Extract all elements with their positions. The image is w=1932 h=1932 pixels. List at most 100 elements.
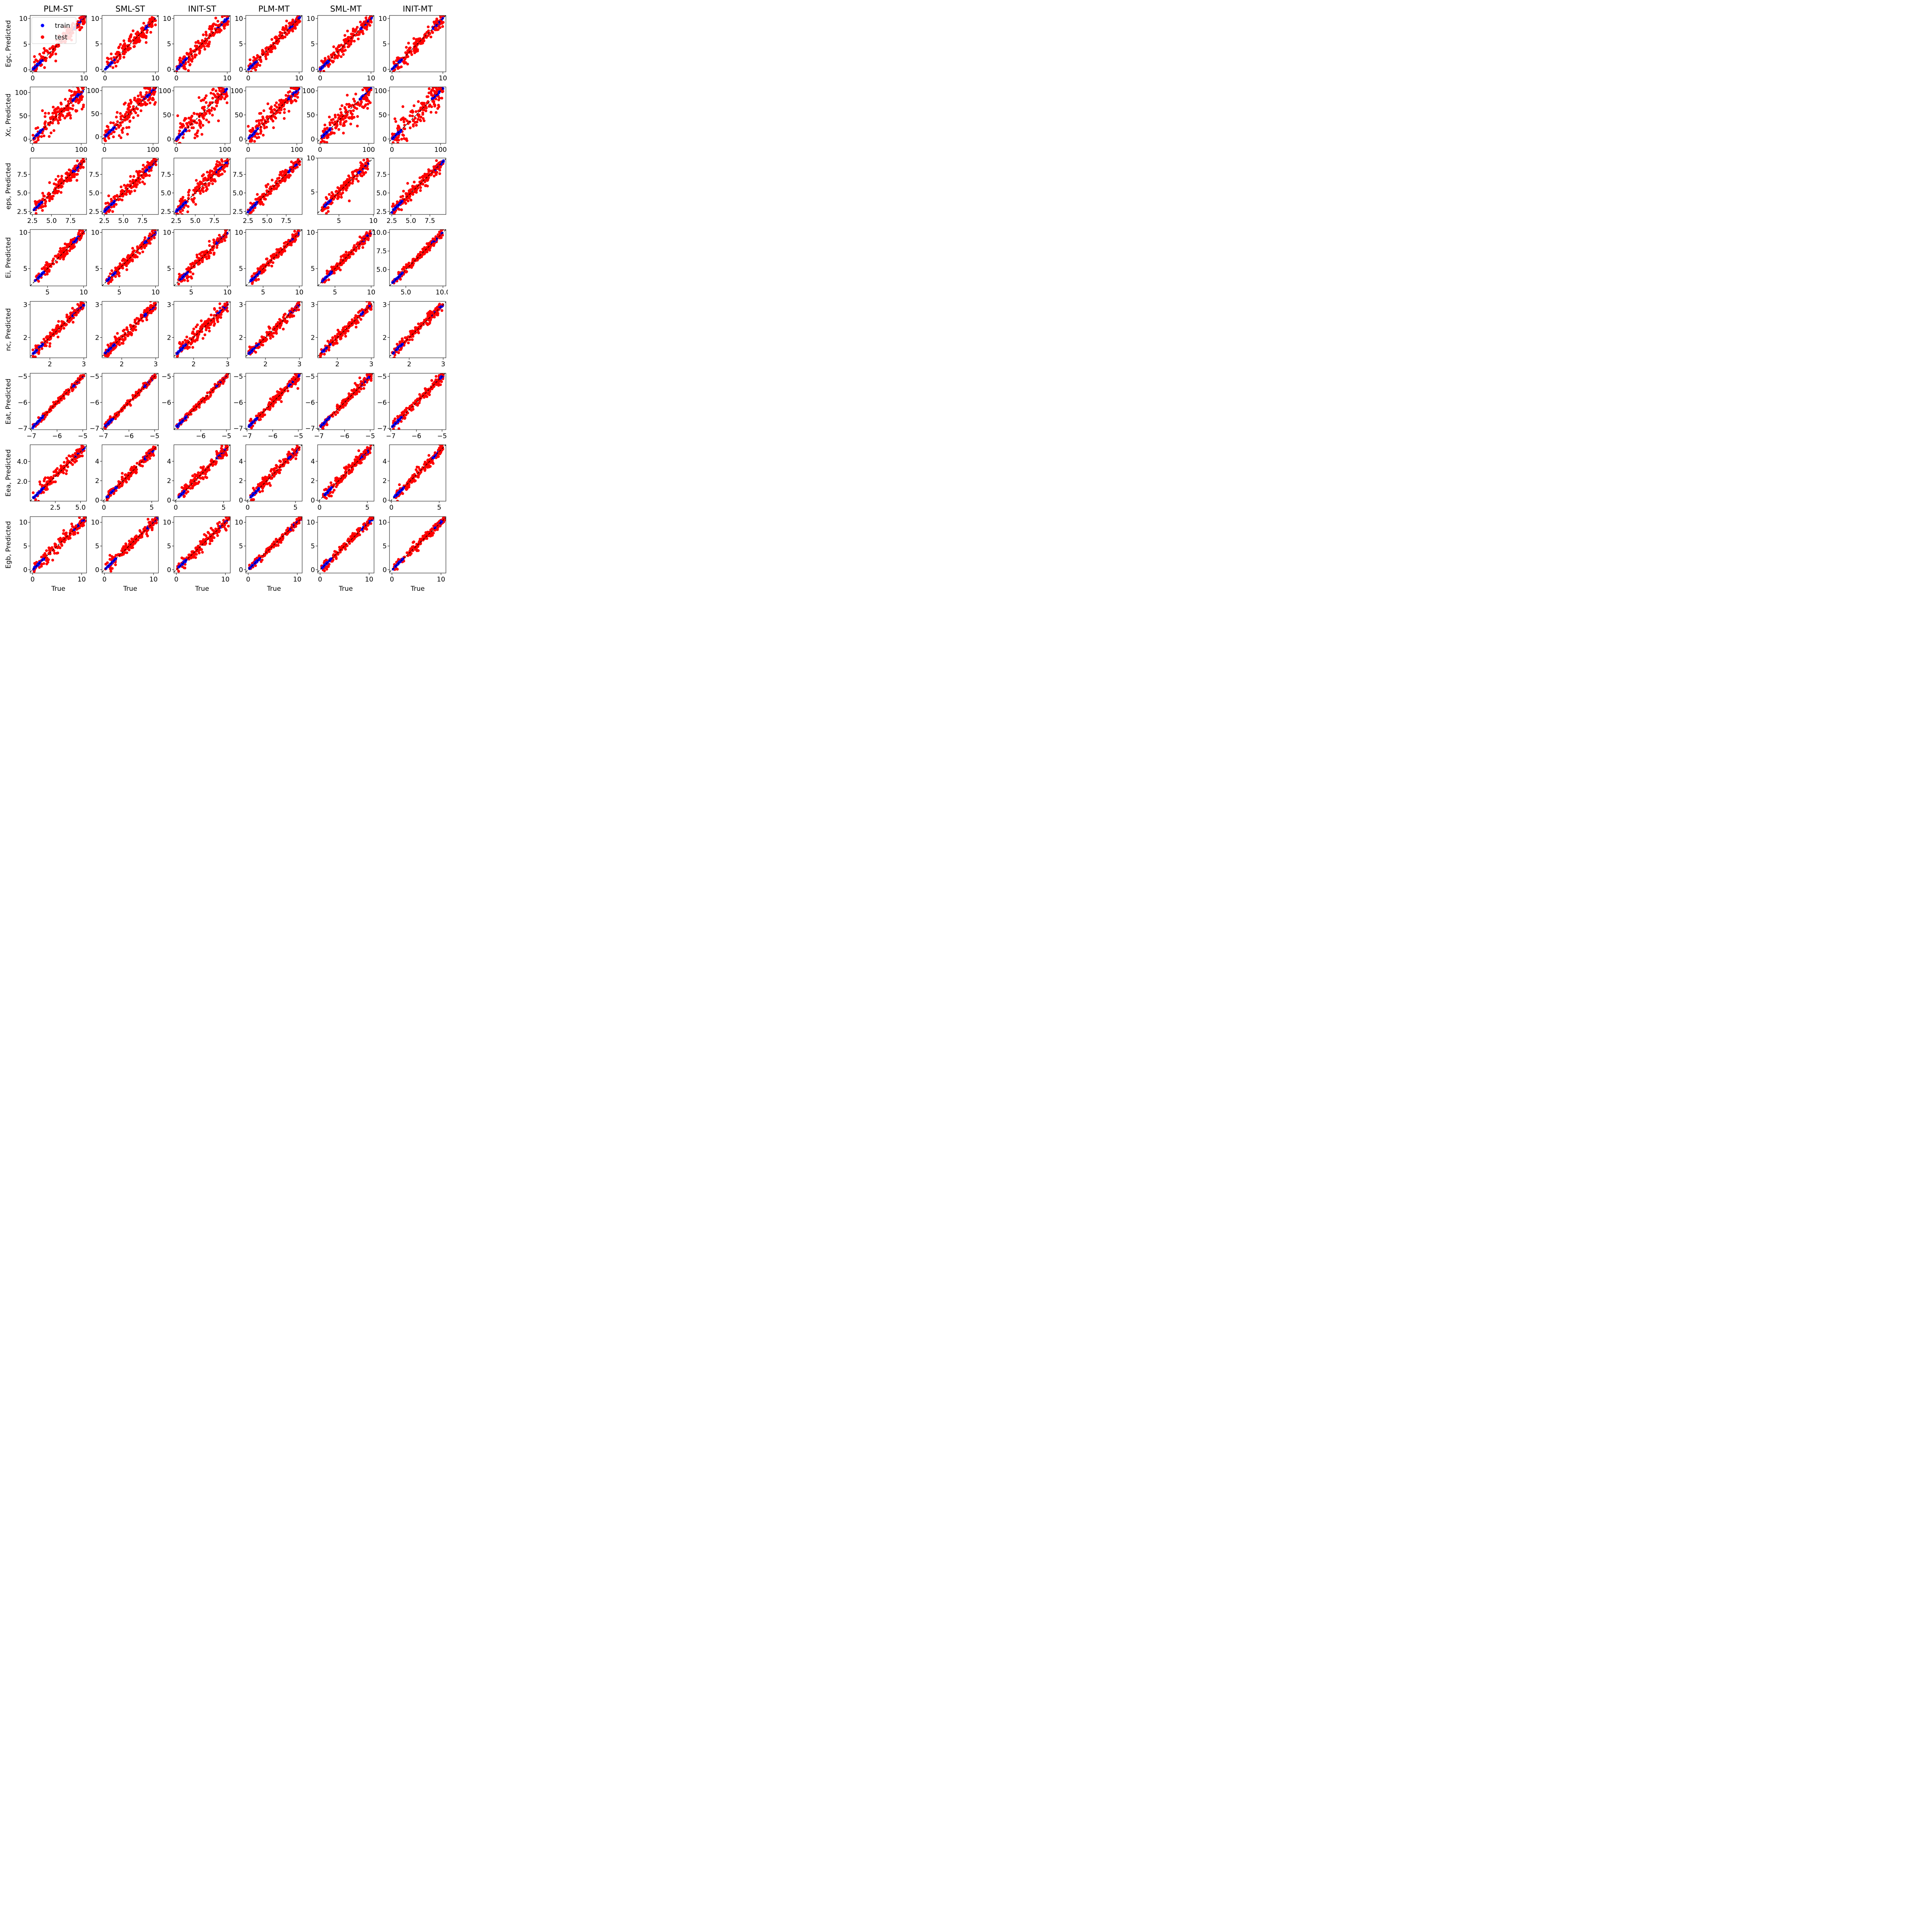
test-point (396, 156, 399, 159)
test-point (428, 87, 431, 90)
test-point (117, 274, 121, 277)
test-point (294, 99, 298, 102)
test-point (337, 44, 341, 47)
test-point (283, 247, 286, 250)
test-point (225, 101, 229, 104)
test-point (344, 34, 347, 37)
test-point (131, 250, 134, 253)
test-point (352, 28, 355, 31)
test-point (291, 240, 294, 243)
test-point (207, 182, 210, 185)
test-point (58, 116, 61, 119)
test-point (53, 191, 56, 194)
test-point (180, 197, 183, 201)
test-point (64, 98, 67, 101)
test-point (124, 113, 127, 116)
test-point (118, 57, 121, 60)
test-point (274, 104, 277, 107)
test-point (357, 33, 360, 36)
test-point (72, 246, 75, 249)
test-point (155, 163, 158, 166)
test-point (439, 15, 442, 17)
test-point (136, 246, 139, 249)
test-point (133, 36, 136, 39)
panel-r2-c3: 2.5 5.0 7.52.55.07.5 (233, 158, 303, 225)
test-point (133, 45, 136, 48)
test-point (206, 44, 209, 48)
test-point (328, 123, 332, 126)
test-point (125, 268, 128, 271)
test-point (132, 175, 135, 178)
x-tick-label: 10 (151, 289, 160, 296)
test-point (81, 87, 84, 88)
test-point (391, 205, 394, 208)
test-point (78, 97, 82, 100)
test-point (153, 91, 156, 94)
test-point (431, 31, 434, 34)
test-point (252, 128, 255, 131)
test-point (344, 180, 347, 184)
test-point (199, 121, 202, 124)
test-point (77, 87, 80, 90)
x-tick-label: 5.0 (406, 217, 416, 225)
y-tick-label: 10 (235, 15, 243, 23)
test-point (442, 15, 445, 17)
y-tick-label: 100 (231, 87, 243, 95)
test-point (143, 87, 146, 90)
test-point (349, 43, 352, 46)
test-point (432, 94, 435, 97)
test-point (126, 184, 129, 187)
test-point (180, 72, 183, 75)
test-point (419, 119, 422, 122)
train-point (328, 128, 332, 131)
test-point (70, 94, 73, 97)
test-point (60, 191, 63, 194)
x-tick-label: 5.0 (46, 217, 57, 225)
test-point (294, 161, 298, 164)
y-tick-label: 100 (159, 87, 171, 95)
test-point (191, 119, 194, 122)
test-point (279, 111, 282, 114)
column-titles: PLM-ST SML-ST INIT-ST PLM-MT SML-MT INIT-MT (44, 4, 433, 14)
test-point (145, 91, 148, 94)
test-point (176, 114, 179, 117)
test-point (140, 32, 143, 35)
x-tick-label: 2.5 (27, 217, 37, 225)
test-point (365, 163, 368, 166)
test-point (217, 94, 221, 97)
test-point (187, 60, 190, 63)
test-point (39, 206, 43, 209)
test-point (43, 51, 46, 54)
test-point (405, 54, 408, 57)
test-point (193, 112, 196, 115)
test-point (351, 182, 354, 185)
test-point (117, 45, 121, 48)
test-point (416, 43, 419, 46)
axes-frame (245, 15, 303, 72)
test-point (429, 36, 432, 39)
test-point (66, 173, 70, 176)
test-point (137, 176, 140, 179)
test-point (76, 173, 79, 176)
x-tick-label: 5 (189, 289, 194, 296)
test-point (346, 42, 349, 45)
x-tick-label: 100 (434, 146, 447, 154)
test-point (51, 112, 55, 115)
x-tick-label: 0 (246, 75, 250, 82)
test-point (337, 54, 340, 57)
test-point (344, 38, 347, 41)
test-point (148, 97, 151, 100)
test-point (121, 267, 124, 270)
column-title-0: PLM-ST (44, 4, 73, 14)
test-point (417, 118, 420, 121)
test-point (287, 91, 290, 94)
test-point (124, 117, 128, 120)
test-point (421, 108, 424, 111)
test-point (119, 124, 122, 127)
test-point (369, 19, 372, 22)
test-point (187, 69, 190, 72)
test-point (223, 170, 226, 173)
test-point (404, 202, 407, 205)
test-point (352, 97, 355, 100)
test-point (357, 37, 360, 41)
